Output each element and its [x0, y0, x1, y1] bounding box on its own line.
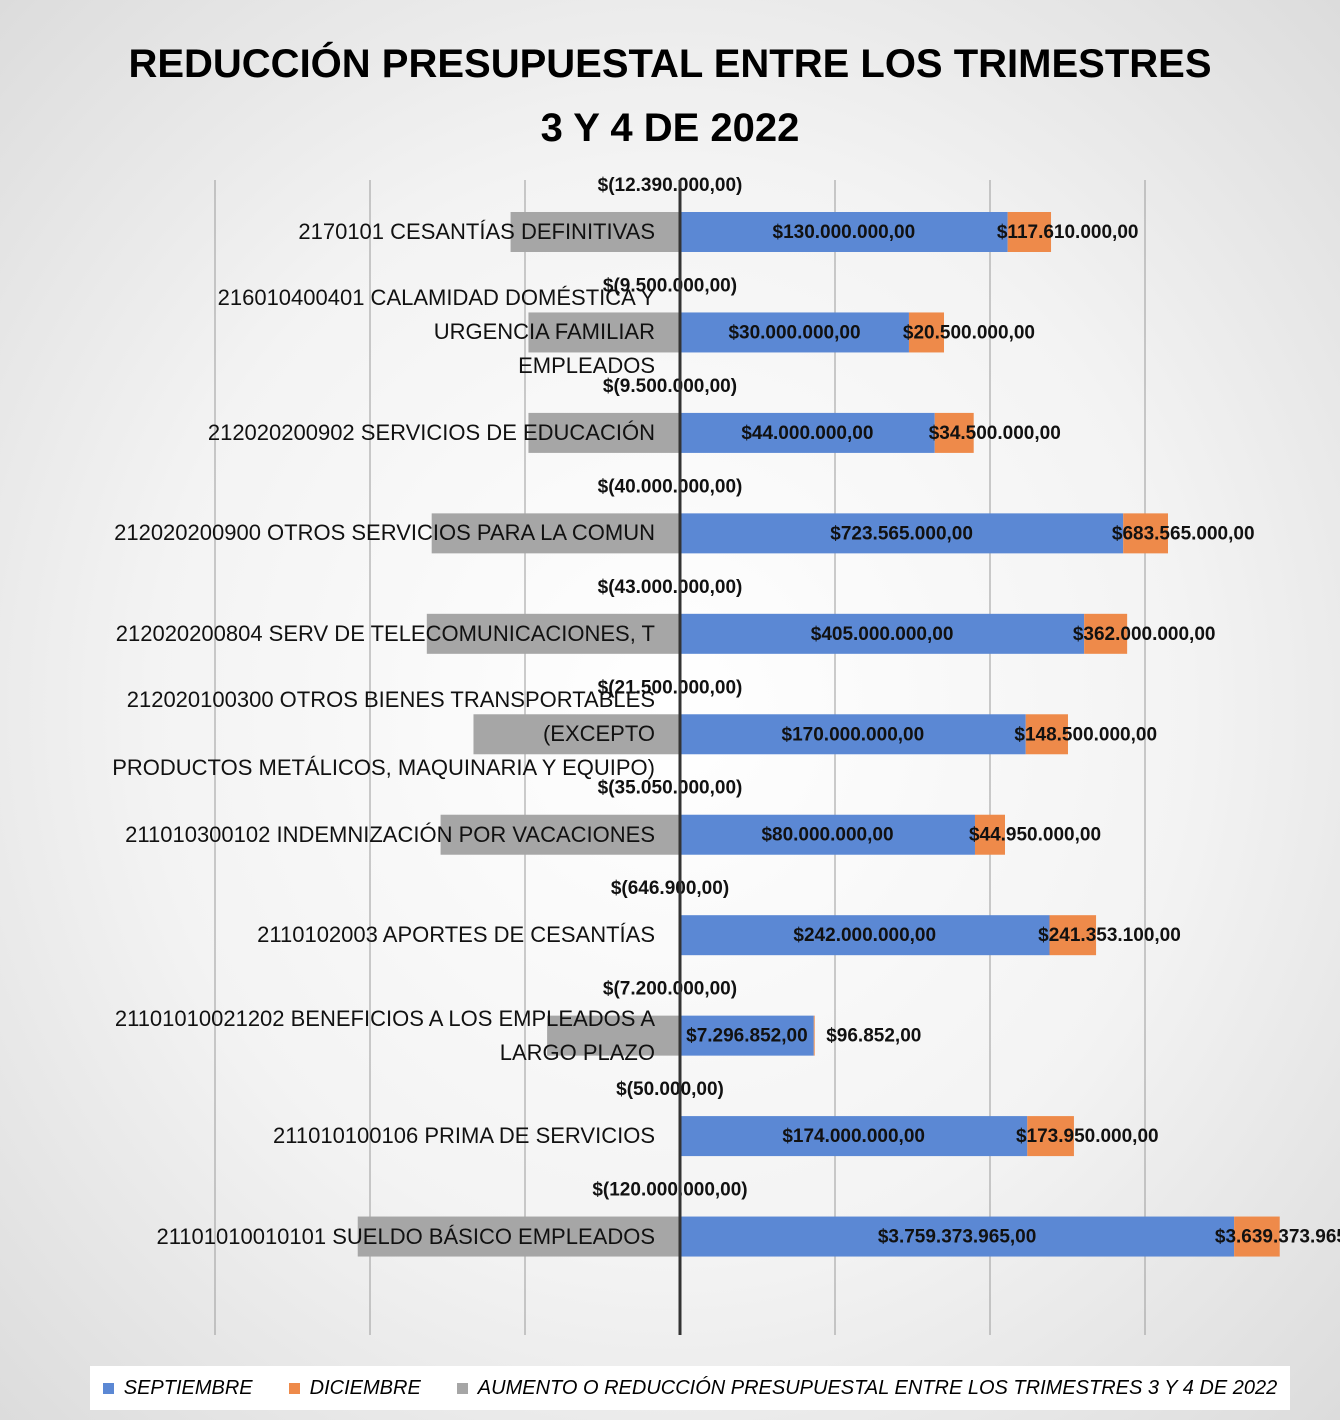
bar — [680, 915, 1050, 956]
legend-swatch — [456, 1382, 468, 1394]
legend-swatch — [102, 1382, 114, 1394]
data-label: $3.639.373.965,00 — [1215, 1227, 1340, 1248]
data-label: $170.000.000,00 — [782, 724, 925, 745]
bar — [680, 212, 1008, 252]
data-label: $117.610.000,00 — [997, 222, 1139, 243]
legend-swatch — [288, 1382, 300, 1394]
bar — [1234, 1216, 1280, 1257]
legend-label: DICIEMBRE — [309, 1376, 421, 1399]
data-label: $362.000.000,00 — [1073, 624, 1216, 645]
category-label: 212020100300 OTROS BIENES TRANSPORTABLES… — [112, 687, 655, 781]
bar — [680, 613, 1085, 654]
bar — [357, 1216, 680, 1257]
legend-label: AUMENTO O REDUCCIÓN PRESUPUESTAL ENTRE L… — [477, 1376, 1278, 1399]
category-label: 2110102003 APORTES DE CESANTÍAS — [257, 922, 655, 948]
data-label: $148.500.000,00 — [1014, 724, 1157, 745]
bar — [528, 312, 680, 353]
bar — [680, 1015, 814, 1056]
data-label: $(7.200.000,00) — [603, 979, 737, 1000]
data-label: $723.565.000,00 — [830, 523, 973, 544]
bar — [547, 1015, 680, 1056]
bar — [426, 613, 680, 654]
category-label: 211010100106 PRIMA DE SERVICIOS — [273, 1123, 655, 1149]
data-label: $683.565.000,00 — [1112, 523, 1255, 544]
legend: SEPTIEMBRE DICIEMBRE AUMENTO O REDUCCIÓN P… — [90, 1366, 1290, 1410]
bar — [934, 412, 974, 453]
bar — [1027, 1116, 1074, 1157]
data-label: $130.000.000,00 — [773, 222, 916, 243]
data-label: $20.500.000,00 — [903, 322, 1035, 343]
bar — [1007, 212, 1052, 252]
data-label: $3.759.373.965,00 — [878, 1227, 1037, 1248]
category-label: 212020200804 SERV DE TELECOMUNICACIONES,… — [115, 620, 655, 646]
category-label: 21101010010101 SUELDO BÁSICO EMPLEADOS — [156, 1223, 655, 1249]
data-label: $(21.500.000,00) — [598, 677, 743, 698]
data-label: $30.000.000,00 — [728, 322, 860, 343]
bar — [528, 412, 680, 453]
legend-item: SEPTIEMBRE — [102, 1376, 253, 1400]
data-label: $(9.500.000,00) — [603, 376, 737, 397]
bar — [680, 714, 1026, 755]
bar — [813, 1015, 815, 1056]
legend-label: SEPTIEMBRE — [123, 1376, 253, 1399]
bar — [680, 1116, 1028, 1157]
data-label: $44.950.000,00 — [969, 825, 1101, 846]
data-label: $(9.500.000,00) — [603, 275, 737, 296]
bar — [1049, 915, 1097, 956]
bar — [680, 1216, 1235, 1257]
bar — [1025, 714, 1068, 755]
data-label: $(12.390.000,00) — [598, 175, 743, 196]
data-label: $173.950.000,00 — [1016, 1126, 1159, 1147]
bar — [680, 513, 1124, 554]
category-label: 212020200900 OTROS SERVICIOS PARA LA COM… — [114, 520, 655, 546]
data-label: $(40.000.000,00) — [598, 476, 743, 497]
bar — [1084, 613, 1128, 654]
data-label: $(43.000.000,00) — [598, 577, 743, 598]
category-label: 21101010021202 BENEFICIOS A LOS EMPLEADO… — [114, 1005, 655, 1065]
data-label: $(35.050.000,00) — [598, 778, 743, 799]
category-label: 2170101 CESANTÍAS DEFINITIVAS — [298, 219, 655, 244]
bar — [510, 212, 680, 252]
legend-item: AUMENTO O REDUCCIÓN PRESUPUESTAL ENTRE L… — [456, 1376, 1278, 1400]
data-label: $174.000.000,00 — [782, 1126, 925, 1147]
category-label: 211010300102 INDEMNIZACIÓN POR VACACIONE… — [125, 821, 655, 847]
bar — [974, 814, 1005, 855]
data-label: $242.000.000,00 — [793, 925, 936, 946]
data-label: $(50.000,00) — [616, 1079, 724, 1100]
chart-title: REDUCCIÓN PRESUPUESTAL ENTRE LOS TRIMEST… — [128, 42, 1212, 150]
bar — [680, 814, 975, 855]
bar — [440, 814, 680, 855]
bar — [680, 412, 935, 453]
bar — [431, 513, 680, 554]
bar — [473, 714, 680, 755]
data-label: $(646.900,00) — [611, 878, 729, 899]
data-label: $241.353.100,00 — [1038, 925, 1181, 946]
category-label: 212020200902 SERVICIOS DE EDUCACIÓN — [207, 419, 655, 445]
legend-item: DICIEMBRE — [288, 1376, 421, 1400]
data-label: $44.000.000,00 — [741, 423, 873, 444]
data-label: $405.000.000,00 — [811, 624, 954, 645]
bar — [680, 312, 909, 353]
data-label: $96.852,00 — [826, 1026, 921, 1047]
bar — [908, 312, 945, 353]
category-label: 216010400401 CALAMIDAD DOMÉSTICA Y URGEN… — [217, 285, 655, 379]
data-label: $80.000.000,00 — [761, 825, 893, 846]
data-label: $(120.000.000,00) — [592, 1180, 747, 1201]
bar — [1123, 513, 1168, 554]
data-label: $34.500.000,00 — [929, 423, 1061, 444]
data-label: $7.296.852,00 — [686, 1026, 808, 1047]
